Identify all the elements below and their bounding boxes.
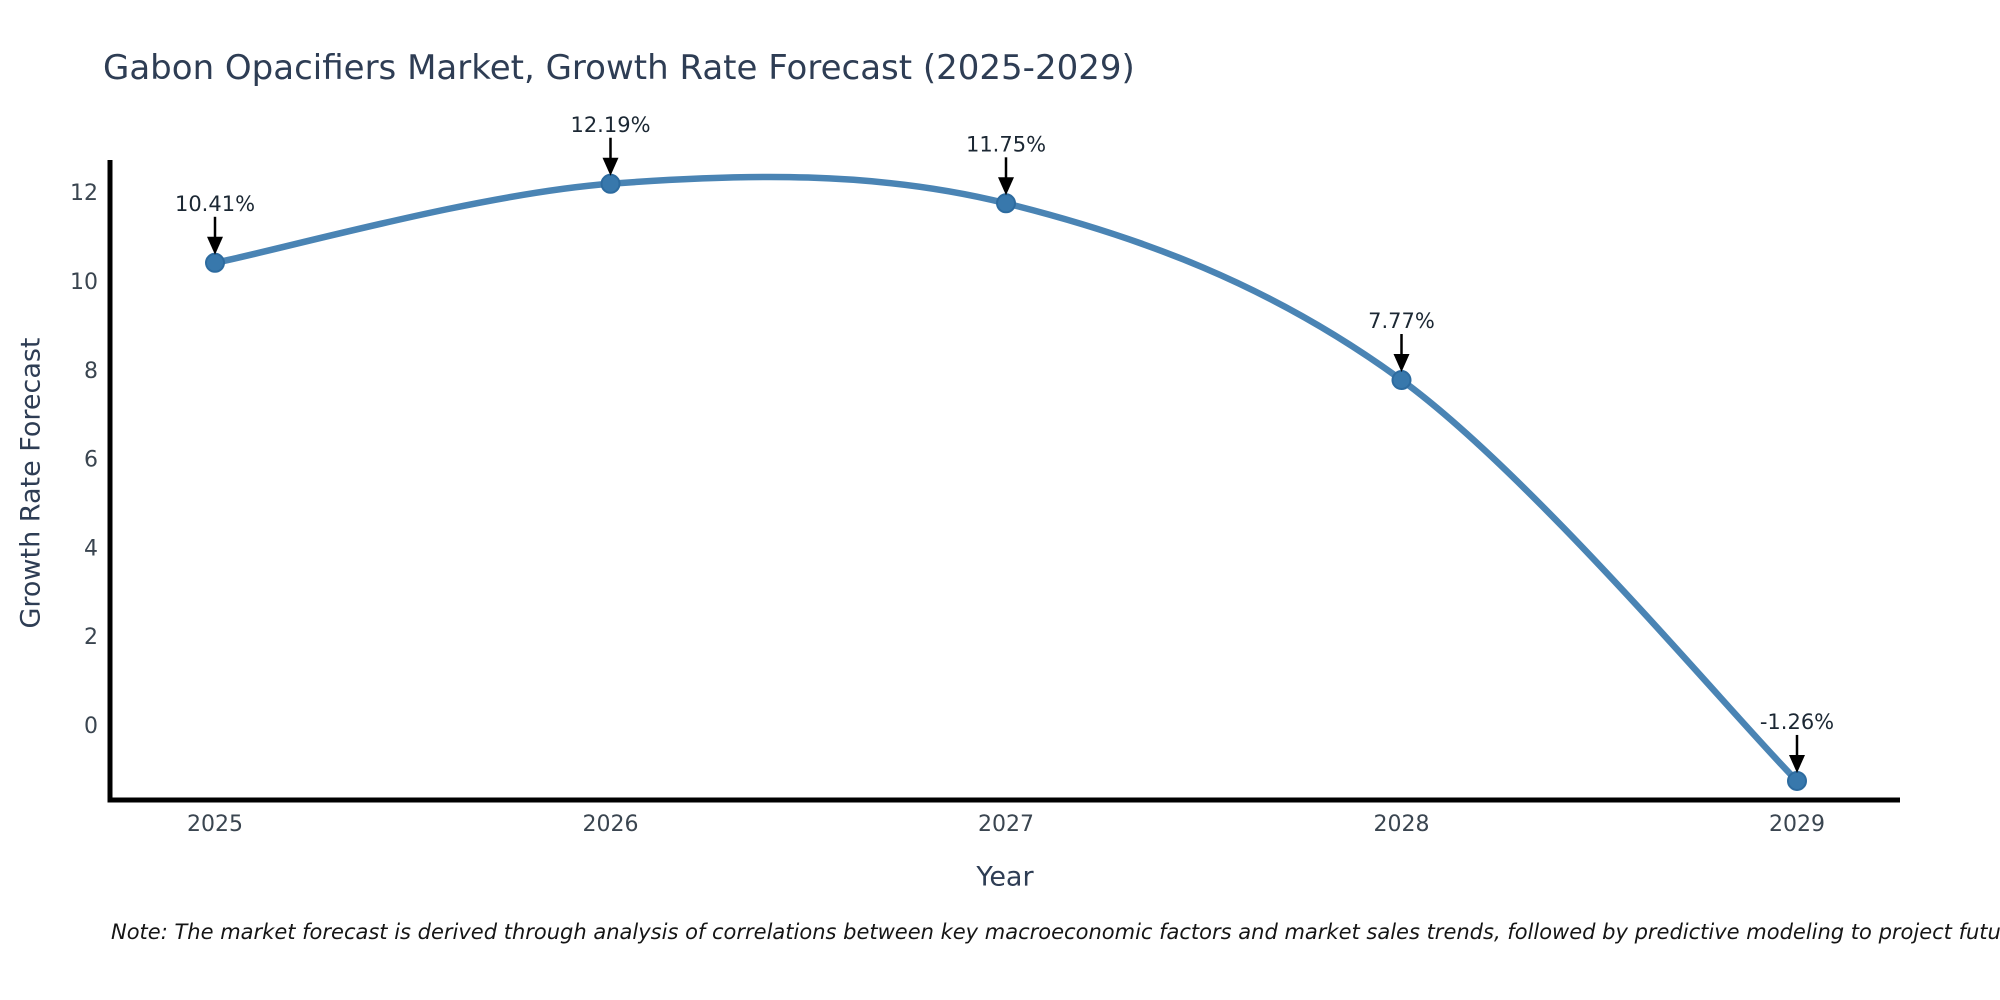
- data-point-2025: [205, 252, 225, 273]
- annotation-arrowhead-2025: [207, 236, 223, 255]
- data-point-2027: [996, 193, 1016, 214]
- x-tick-label-2029: 2029: [1769, 812, 1825, 837]
- footnote: Note: The market forecast is derived thr…: [111, 920, 2000, 944]
- annotation-arrowhead-2028: [1393, 354, 1410, 373]
- x-tick-label-2025: 2025: [187, 812, 243, 837]
- annotation-label-2027: 11.75%: [966, 132, 1046, 156]
- chart-title: Gabon Opacifiers Market, Growth Rate For…: [103, 48, 1135, 88]
- y-tick-label-4: 4: [84, 536, 98, 561]
- data-point-2026: [600, 173, 621, 194]
- annotation-arrowhead-2026: [602, 157, 619, 176]
- x-tick-label-2026: 2026: [583, 812, 639, 837]
- data-point-2029: [1787, 770, 1807, 791]
- data-point-2028: [1391, 370, 1412, 391]
- forecast-line-series: [211, 173, 1801, 785]
- annotation-arrowhead-2029: [1789, 754, 1805, 773]
- x-tick-label-2027: 2027: [978, 812, 1034, 837]
- y-tick-label-12: 12: [70, 181, 98, 206]
- annotation-label-2026: 12.19%: [570, 113, 650, 137]
- annotation-label-2028: 7.77%: [1368, 309, 1435, 333]
- y-tick-label-6: 6: [84, 448, 98, 473]
- annotation-label-2025: 10.41%: [175, 192, 255, 216]
- x-tick-label-2028: 2028: [1374, 812, 1430, 837]
- annotation-label-2029: -1.26%: [1760, 710, 1834, 734]
- y-tick-label-8: 8: [84, 359, 98, 384]
- y-tick-label-10: 10: [70, 270, 98, 295]
- annotation-arrowhead-2027: [998, 177, 1014, 196]
- x-axis-label: Year: [976, 861, 1034, 893]
- y-tick-label-0: 0: [84, 714, 98, 739]
- y-tick-label-2: 2: [84, 625, 98, 650]
- y-axis-label: Growth Rate Forecast: [15, 337, 47, 629]
